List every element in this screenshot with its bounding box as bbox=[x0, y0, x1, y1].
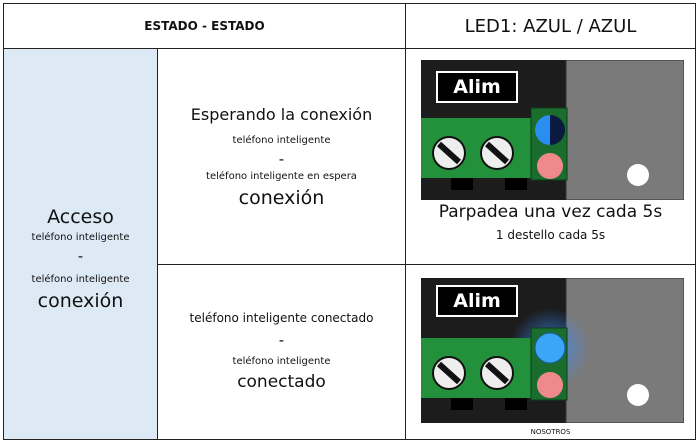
caption: Parpadea una vez cada 5s bbox=[438, 202, 663, 222]
led-cell: NOSOTROS bbox=[405, 264, 696, 440]
text: Acceso bbox=[47, 206, 114, 228]
text: - bbox=[278, 149, 285, 168]
text: - bbox=[278, 331, 285, 349]
subcaption: 1 destello cada 5s bbox=[495, 228, 606, 242]
text: teléfono inteligente bbox=[31, 274, 130, 285]
led-photo: Alim bbox=[421, 60, 684, 200]
state-cell: Esperando la conexión teléfono inteligen… bbox=[157, 48, 406, 265]
text: Esperando la conexión bbox=[190, 104, 373, 124]
state-cell: teléfono inteligente conectado - teléfon… bbox=[157, 264, 406, 440]
text: conexión bbox=[238, 186, 325, 209]
image-label: Alim bbox=[453, 290, 501, 312]
text: - bbox=[77, 247, 84, 265]
text: teléfono inteligente conectado bbox=[189, 311, 374, 325]
left-cell: Acceso teléfono inteligente - teléfono i… bbox=[3, 48, 158, 440]
header-cell: LED1: AZUL / AZUL bbox=[405, 3, 696, 49]
header-state: ESTADO - ESTADO bbox=[144, 19, 265, 33]
caption: NOSOTROS bbox=[530, 428, 571, 436]
header-led: LED1: AZUL / AZUL bbox=[464, 15, 637, 37]
image-label: Alim bbox=[453, 76, 501, 98]
text: teléfono inteligente bbox=[232, 356, 331, 367]
text: teléfono inteligente bbox=[232, 134, 331, 146]
led-photo: Alim bbox=[421, 278, 684, 423]
header-cell: ESTADO - ESTADO bbox=[3, 3, 406, 49]
text: teléfono inteligente bbox=[31, 232, 130, 243]
text: teléfono inteligente en espera bbox=[206, 170, 357, 182]
text: conexión bbox=[37, 290, 124, 312]
text: conectado bbox=[237, 372, 326, 392]
